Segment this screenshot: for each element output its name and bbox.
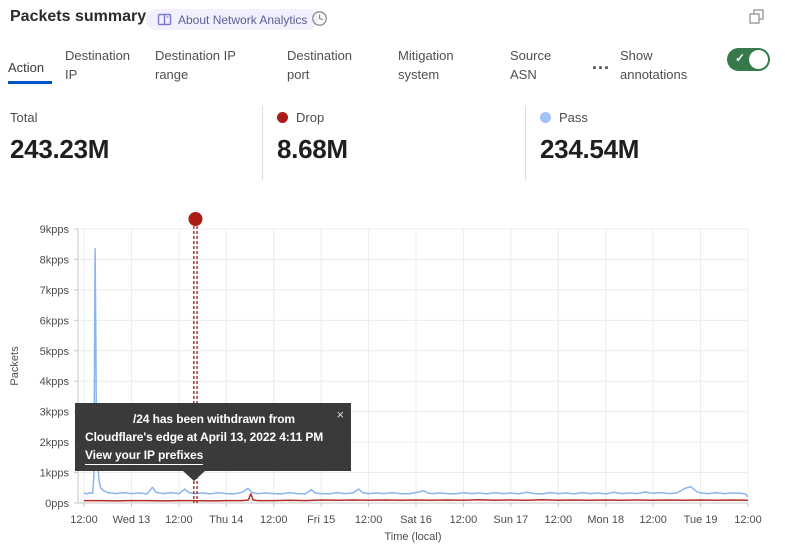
- x-tick-label: Tue 19: [684, 514, 718, 526]
- tooltip-line-2: Cloudflare's edge at April 13, 2022 4:11…: [85, 430, 324, 444]
- tooltip-line-1: /24 has been withdrawn from: [133, 412, 296, 426]
- stat-label: Drop: [296, 110, 325, 125]
- x-tick-label: Wed 13: [113, 514, 151, 526]
- y-tick-label: 8kpps: [40, 254, 70, 266]
- packets-time-series-chart[interactable]: 0pps 1kpps 2kpps 3kpps 4kpps 5kpps 6kpps 7kpps 8…: [0, 210, 785, 555]
- x-tick-label: 12:00: [70, 514, 98, 526]
- pass-series-line: [83, 248, 749, 498]
- book-icon: [157, 13, 172, 26]
- drop-legend-dot: [277, 112, 288, 123]
- annotation-marker-dot[interactable]: [188, 212, 203, 226]
- show-annotations-toggle[interactable]: ✓: [727, 48, 770, 71]
- x-tick-label: 12:00: [260, 514, 288, 526]
- y-axis-title: Packets: [9, 346, 21, 386]
- y-tick-label: 2kpps: [40, 437, 70, 449]
- pass-legend-dot: [540, 112, 551, 123]
- toggle-knob: [749, 50, 768, 69]
- view-ip-prefixes-link[interactable]: View your IP prefixes: [85, 446, 203, 465]
- x-tick-label: 12:00: [450, 514, 478, 526]
- clock-icon: [312, 11, 327, 26]
- stat-label: Total: [10, 110, 38, 125]
- x-tick-label: Sat 16: [400, 514, 432, 526]
- y-tick-label: 7kpps: [40, 285, 70, 297]
- x-tick-label: Fri 15: [307, 514, 335, 526]
- tab-mitigation-system[interactable]: Mitigation system: [398, 48, 454, 82]
- stat-label: Pass: [559, 110, 588, 125]
- stats-divider: [262, 106, 263, 180]
- about-network-analytics-badge[interactable]: About Network Analytics: [146, 9, 319, 30]
- show-annotations-label: Show annotations: [620, 48, 688, 82]
- stat-value: 243.23M: [10, 134, 110, 164]
- x-tick-label: 12:00: [545, 514, 573, 526]
- tab-destination-ip-range[interactable]: Destination IP range: [155, 48, 236, 82]
- y-tick-label: 3kpps: [40, 407, 70, 419]
- x-tick-label: Sun 17: [493, 514, 528, 526]
- tab-destination-ip[interactable]: Destination IP: [65, 48, 131, 82]
- expand-icon[interactable]: [748, 8, 766, 26]
- stats-divider: [525, 106, 526, 180]
- tab-action[interactable]: Action: [8, 58, 52, 84]
- stat-value: 8.68M: [277, 134, 348, 164]
- y-tick-label: 4kpps: [40, 376, 70, 388]
- stat-pass: Pass 234.54M: [540, 110, 639, 165]
- y-tick-label: 6kpps: [40, 315, 70, 327]
- close-icon[interactable]: ×: [336, 407, 345, 422]
- drop-series-line: [84, 493, 749, 502]
- x-tick-label: 12:00: [355, 514, 383, 526]
- annotation-tooltip: × /24 has been withdrawn from Cloudflare…: [75, 403, 351, 481]
- y-tick-label: 5kpps: [40, 346, 70, 358]
- tab-source-asn[interactable]: Source ASN: [510, 48, 552, 82]
- tab-destination-port[interactable]: Destination port: [287, 48, 353, 82]
- x-tick-label: 12:00: [734, 514, 762, 526]
- y-tick-label: 9kpps: [40, 224, 70, 236]
- stat-value: 234.54M: [540, 134, 640, 164]
- x-tick-label: Thu 14: [209, 514, 243, 526]
- y-tick-label: 1kpps: [40, 468, 70, 480]
- stat-drop: Drop 8.68M: [277, 110, 348, 165]
- page-title: Packets summary: [10, 8, 147, 25]
- stat-total: Total 243.23M: [10, 110, 109, 165]
- x-axis-title: Time (local): [384, 531, 441, 543]
- x-tick-label: 12:00: [639, 514, 667, 526]
- tooltip-arrow: [183, 471, 205, 481]
- x-tick-label: 12:00: [165, 514, 193, 526]
- y-tick-label: 0pps: [45, 498, 69, 510]
- check-icon: ✓: [735, 51, 746, 65]
- badge-label: About Network Analytics: [178, 12, 308, 27]
- more-tabs-button[interactable]: ...: [592, 53, 611, 73]
- x-tick-label: Mon 18: [587, 514, 624, 526]
